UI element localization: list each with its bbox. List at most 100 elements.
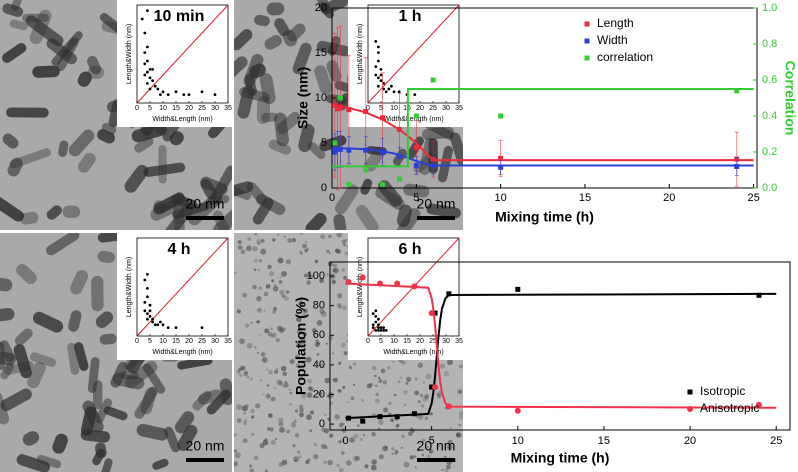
particle (278, 421, 284, 427)
particle (414, 390, 419, 396)
particle (310, 274, 314, 279)
y2-tick-label: 0.4 (762, 110, 777, 122)
particle (417, 400, 421, 404)
particle (326, 273, 329, 276)
particle (347, 401, 350, 404)
particle (361, 399, 364, 402)
nanorod (67, 342, 80, 375)
x-tick-label: 20 (185, 105, 193, 112)
nanorod (0, 277, 13, 292)
particle (288, 402, 293, 406)
x-axis-label: Width&Length (nm) (383, 349, 443, 356)
y2-axis-label: Correlation (782, 61, 798, 136)
point (379, 79, 383, 82)
point (345, 415, 351, 421)
legend-label: Anisotropic (700, 401, 759, 415)
nanorod (292, 42, 312, 75)
particle (429, 412, 433, 416)
particle (333, 267, 339, 274)
x-tick-label: 10 (390, 105, 398, 112)
x-tick-label: 0 (366, 105, 370, 112)
particle (378, 419, 384, 426)
y-axis-label: Length&Width (nm) (357, 24, 364, 84)
particle (342, 305, 347, 311)
particle (309, 429, 313, 433)
point (377, 59, 380, 63)
point (446, 291, 452, 297)
particle (458, 364, 463, 369)
particle (383, 407, 389, 413)
particle (353, 433, 359, 439)
point (345, 278, 352, 285)
particle (366, 383, 372, 389)
particle (263, 291, 269, 297)
point (332, 102, 338, 108)
point (143, 31, 147, 35)
particle (385, 446, 388, 449)
x-axis-label: Width&Length (nm) (152, 116, 212, 123)
particle (246, 342, 253, 349)
particle (324, 377, 331, 384)
particle (258, 259, 263, 263)
particle (283, 235, 286, 238)
y-axis-label: Length&Width (nm) (126, 257, 133, 317)
point (337, 104, 343, 110)
particle (244, 323, 250, 328)
nanorod (143, 162, 186, 177)
nanorod (80, 406, 97, 437)
y-tick-label: 80 (313, 300, 325, 312)
particle (396, 423, 400, 427)
nanorod (6, 107, 49, 118)
particle (237, 240, 242, 245)
point (156, 87, 160, 91)
nanorod (9, 19, 28, 31)
particle (446, 359, 453, 366)
x-tick-label: 35 (224, 105, 232, 112)
particle (343, 243, 346, 247)
point (151, 317, 155, 321)
point (174, 326, 178, 329)
point (396, 154, 402, 159)
point (159, 93, 162, 96)
point (200, 326, 204, 329)
particle (268, 331, 273, 336)
nanorod (95, 442, 107, 459)
particle (242, 411, 247, 416)
particle (413, 455, 417, 458)
nanorod (95, 311, 114, 329)
x-tick-label: 25 (748, 192, 760, 204)
point (337, 146, 343, 152)
particle (417, 362, 424, 368)
nanorod (32, 65, 60, 78)
y-tick-label: 5 (321, 137, 327, 149)
point (413, 145, 419, 150)
nanorod (254, 14, 270, 27)
point (382, 329, 385, 332)
point (429, 384, 435, 390)
nanorod (260, 112, 278, 123)
particle (270, 327, 274, 331)
point (146, 70, 149, 74)
legend-marker (687, 406, 693, 412)
x-tick-label: 5 (148, 105, 152, 112)
point (346, 107, 352, 113)
particle (256, 320, 259, 324)
point (146, 295, 149, 299)
particle (342, 385, 346, 389)
nanorod (268, 139, 292, 155)
point (363, 109, 369, 114)
particle (285, 259, 292, 265)
particle (247, 237, 252, 241)
particle (271, 279, 275, 283)
x-tick-label: 15 (403, 338, 411, 345)
point (146, 9, 149, 13)
particle (459, 434, 462, 437)
particle (350, 396, 355, 401)
point (363, 147, 369, 153)
point (359, 274, 366, 281)
x-tick-label: 5 (379, 105, 383, 112)
plot-frame (329, 261, 791, 431)
nanorod (136, 423, 169, 441)
particle (337, 303, 342, 308)
particle (300, 252, 303, 256)
